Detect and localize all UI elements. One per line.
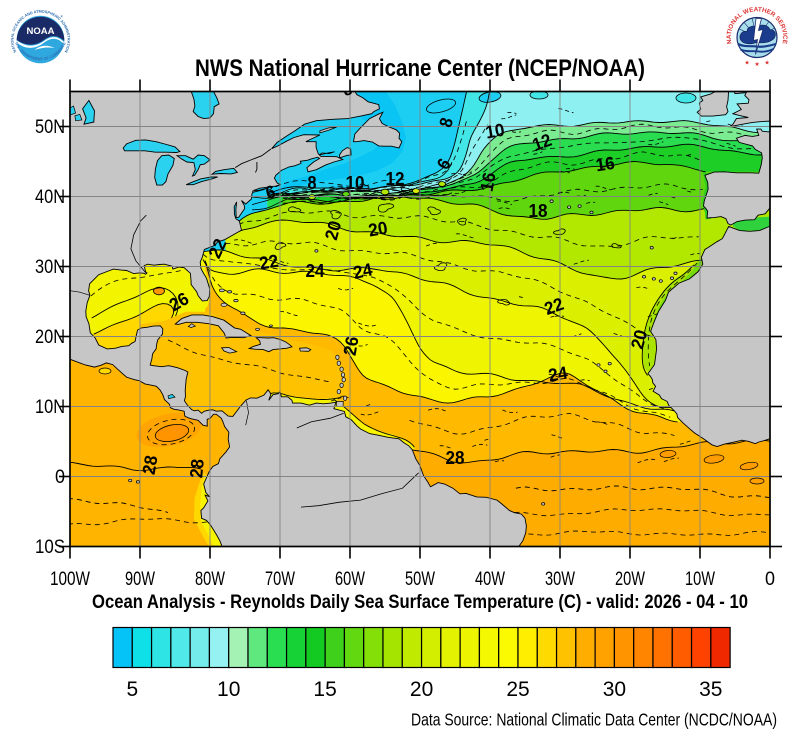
svg-text:15: 15 — [313, 678, 336, 701]
svg-text:16: 16 — [477, 171, 500, 193]
svg-text:8: 8 — [308, 173, 317, 193]
svg-text:24: 24 — [351, 259, 374, 283]
svg-text:20W: 20W — [615, 569, 645, 590]
svg-text:20: 20 — [410, 678, 433, 701]
svg-text:25: 25 — [506, 678, 529, 701]
svg-text:20: 20 — [367, 218, 389, 241]
svg-text:10W: 10W — [685, 569, 715, 590]
svg-text:20: 20 — [321, 219, 345, 243]
svg-text:28: 28 — [446, 448, 465, 468]
svg-text:★: ★ — [744, 60, 749, 67]
svg-text:10: 10 — [346, 173, 365, 193]
svg-text:70W: 70W — [265, 569, 295, 590]
svg-text:30W: 30W — [545, 569, 575, 590]
svg-text:24: 24 — [306, 261, 325, 281]
svg-text:★: ★ — [754, 61, 759, 68]
svg-text:NWS National Hurricane Center: NWS National Hurricane Center (NCEP/NOAA… — [195, 55, 645, 82]
svg-text:5: 5 — [126, 678, 138, 701]
svg-text:10: 10 — [484, 120, 506, 143]
svg-text:NOAA: NOAA — [27, 26, 56, 36]
svg-text:10S: 10S — [35, 537, 65, 558]
svg-text:24: 24 — [547, 363, 569, 386]
svg-text:50N: 50N — [35, 117, 65, 138]
svg-text:40N: 40N — [35, 187, 65, 208]
svg-text:0: 0 — [55, 467, 65, 488]
svg-text:★: ★ — [764, 60, 769, 67]
svg-text:*: * — [61, 16, 64, 22]
svg-text:30N: 30N — [35, 257, 65, 278]
svg-text:30: 30 — [603, 678, 626, 701]
svg-text:26: 26 — [340, 335, 363, 357]
svg-text:12: 12 — [386, 169, 405, 189]
svg-text:16: 16 — [594, 153, 616, 175]
svg-text:20N: 20N — [35, 327, 65, 348]
svg-text:28: 28 — [139, 454, 162, 476]
svg-text:40W: 40W — [475, 569, 505, 590]
svg-text:90W: 90W — [125, 569, 155, 590]
svg-text:Data Source: National Climatic: Data Source: National Climatic Data Cent… — [411, 710, 777, 730]
svg-text:18: 18 — [529, 201, 548, 221]
svg-text:10N: 10N — [35, 397, 65, 418]
svg-text:Ocean Analysis - Reynolds Dail: Ocean Analysis - Reynolds Daily Sea Surf… — [92, 592, 748, 613]
svg-text:10: 10 — [217, 678, 240, 701]
svg-text:8: 8 — [341, 78, 355, 100]
svg-text:0: 0 — [765, 569, 775, 590]
svg-text:80W: 80W — [195, 569, 225, 590]
svg-text:28: 28 — [186, 458, 208, 479]
svg-text:100W: 100W — [50, 569, 90, 590]
svg-text:35: 35 — [699, 678, 722, 701]
svg-text:20: 20 — [627, 328, 651, 352]
svg-text:50W: 50W — [405, 569, 435, 590]
svg-text:60W: 60W — [335, 569, 365, 590]
svg-text:22: 22 — [258, 251, 280, 274]
